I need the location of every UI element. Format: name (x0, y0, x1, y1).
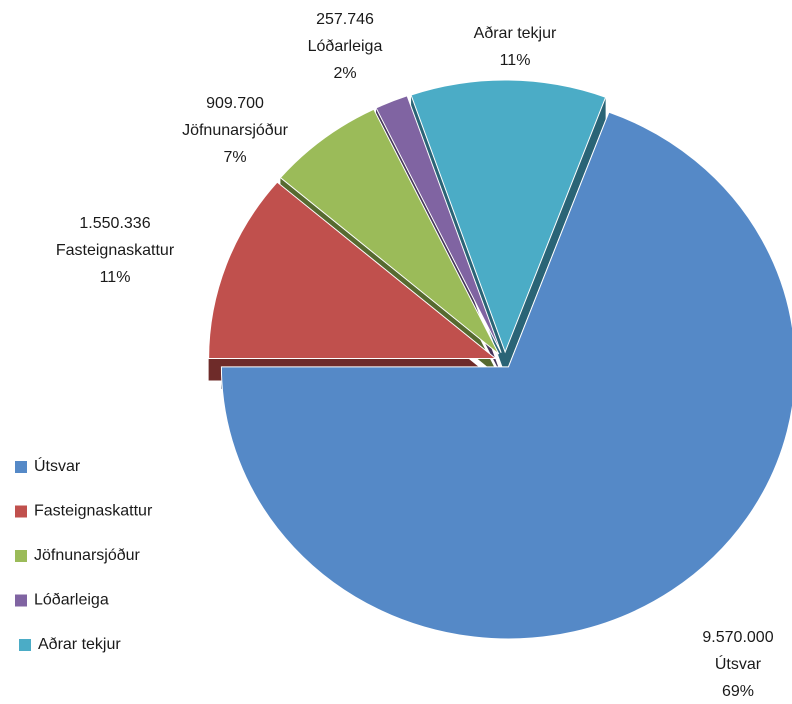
slice (220, 111, 792, 640)
legend-swatch (19, 639, 31, 651)
value-label: 257.746 (316, 11, 374, 28)
legend-swatch (15, 594, 27, 607)
legend-label: Fasteignaskattur (34, 503, 153, 520)
slice (410, 79, 607, 354)
slice-label: Lóðarleiga (308, 38, 383, 55)
slice-label: Jöfnunarsjóður (182, 122, 289, 139)
legend-swatch (15, 505, 27, 518)
legend-label: Lóðarleiga (34, 592, 109, 609)
percent-label: 69% (722, 683, 754, 700)
percent-label: 7% (223, 149, 246, 166)
percent-label: 2% (333, 65, 356, 82)
legend-label: Jöfnunarsjóður (34, 547, 141, 564)
slice (279, 108, 500, 355)
slice-label: Fasteignaskattur (56, 242, 175, 259)
slice-label: Útsvar (715, 654, 762, 673)
slice-label: Aðrar tekjur (474, 25, 557, 42)
slice (375, 95, 502, 353)
value-label: 9.570.000 (702, 629, 773, 646)
slice (208, 181, 498, 360)
value-label: 909.700 (206, 95, 264, 112)
value-label: 1.550.336 (79, 215, 150, 232)
legend-swatch (15, 550, 27, 562)
legend-label: Útsvar (34, 456, 81, 475)
legend-label: Aðrar tekjur (38, 636, 121, 653)
legend-swatch (15, 461, 27, 473)
percent-label: 11% (100, 269, 131, 286)
percent-label: 11% (500, 52, 531, 69)
